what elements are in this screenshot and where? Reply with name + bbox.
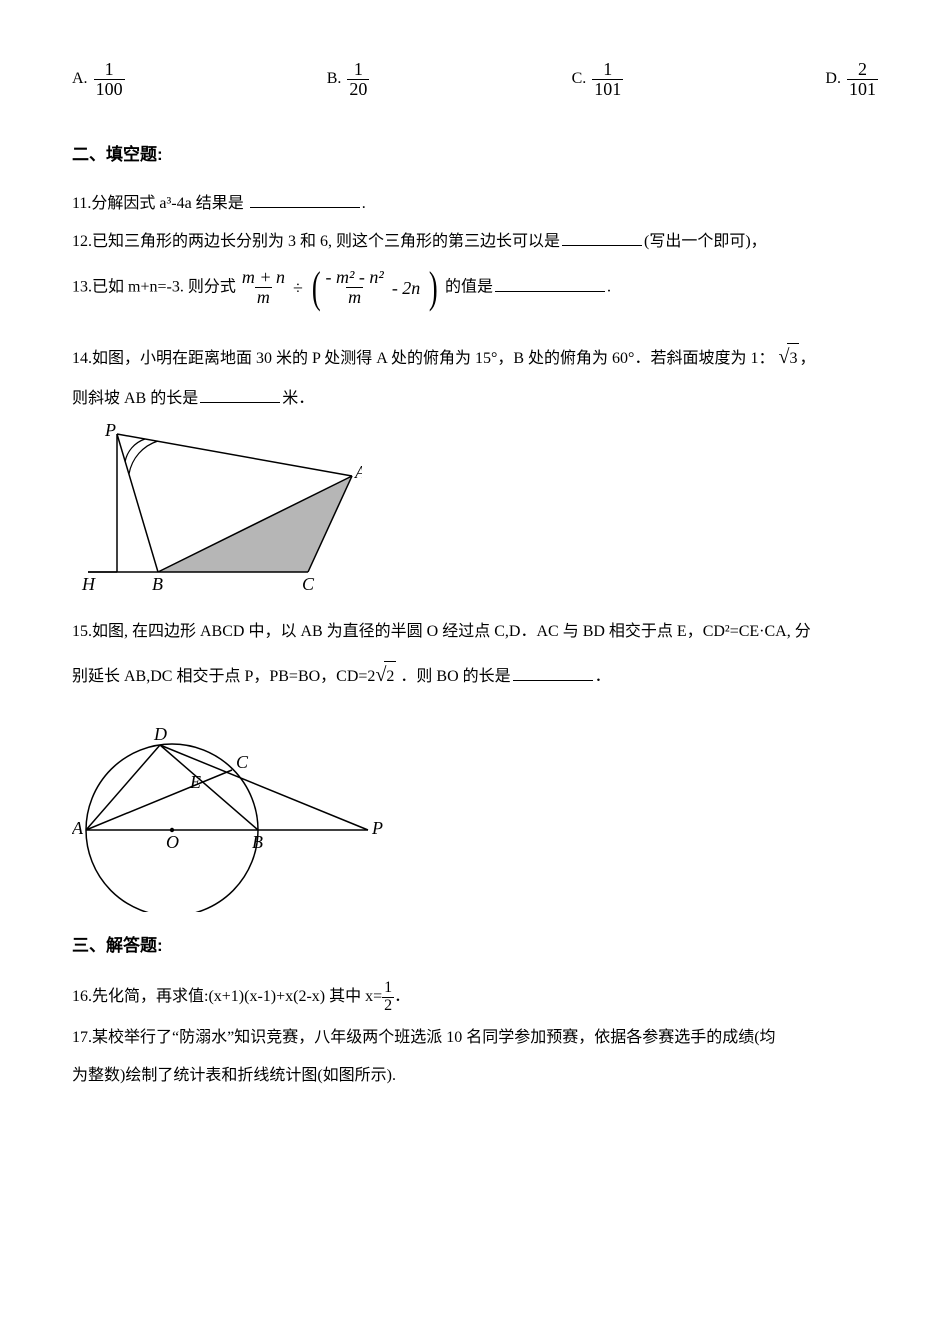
svg-text:A: A: [72, 818, 84, 838]
q15-svg: A B O C D E P: [72, 702, 392, 912]
q16-text-before: 先化简，再求值:(x+1)(x-1)+x(2-x) 其中 x=: [92, 988, 382, 1005]
q14-text-line1a: 如图，小明在距离地面 30 米的 P 处测得 A 处的俯角为 15°，B 处的俯…: [92, 350, 774, 367]
q12-text-after: (写出一个即可)，: [644, 233, 767, 250]
svg-text:P: P: [104, 422, 116, 440]
q13-text-before: 已如 m+n=-3. 则分式: [92, 279, 236, 296]
q14-blank: [200, 386, 280, 403]
q13-lparen: (: [312, 266, 321, 310]
svg-text:B: B: [152, 574, 163, 594]
q17-line1: 17.某校举行了“防溺水”知识竞赛，八年级两个班选派 10 名同学参加预赛，依据…: [72, 1023, 878, 1053]
q15-text-line2b: ．则 BO 的长是: [396, 668, 510, 685]
q15-period: ．: [595, 668, 611, 685]
mc-label-a: A.: [72, 64, 88, 94]
mc-option-b: B. 1 20: [327, 60, 370, 99]
section-3-heading: 三、解答题:: [72, 930, 878, 962]
q14-sqrt: √3: [778, 338, 799, 376]
q17-text-line2: 为整数)绘制了统计表和折线统计图(如图所示).: [72, 1067, 396, 1084]
q14-text-line2b: 米．: [282, 390, 314, 407]
q13: 13.已如 m+n=-3. 则分式 m + n m ÷ ( - m² - n² …: [72, 266, 878, 310]
q13-frac1: m + n m: [240, 268, 287, 307]
mc-frac-a: 1 100: [94, 60, 125, 99]
svg-text:C: C: [236, 752, 249, 772]
svg-text:A: A: [354, 462, 362, 482]
q17-line2: 为整数)绘制了统计表和折线统计图(如图所示).: [72, 1061, 878, 1091]
q17-text-line1: 某校举行了“防溺水”知识竞赛，八年级两个班选派 10 名同学参加预赛，依据各参赛…: [92, 1029, 776, 1046]
mc-option-a: A. 1 100: [72, 60, 125, 99]
q15-text-line1: 如图, 在四边形 ABCD 中，以 AB 为直径的半圆 O 经过点 C,D．AC…: [92, 623, 811, 640]
q13-expression: m + n m ÷ ( - m² - n² m - 2n ): [240, 266, 441, 310]
q13-rparen: ): [429, 266, 438, 310]
q11-text-before: 分解因式 a³-4a 结果是: [91, 195, 247, 212]
mc-option-c: C. 1 101: [572, 60, 624, 99]
q15-text-line2a: 别延长 AB,DC 相交于点 P，PB=BO，CD=2: [72, 668, 375, 685]
q15-sqrt: √2: [375, 656, 396, 694]
q13-number: 13.: [72, 279, 92, 296]
q14-text-line1b: ，: [799, 350, 815, 367]
q15-number: 15.: [72, 623, 92, 640]
q16-frac: 1 2: [382, 980, 394, 1015]
q15-figure: A B O C D E P: [72, 702, 878, 912]
q14-svg: P H B C A: [72, 422, 362, 597]
q13-period: .: [607, 279, 611, 296]
q12-blank: [562, 229, 642, 246]
mc-label-b: B.: [327, 64, 342, 94]
q13-text-after: 的值是: [445, 279, 493, 296]
q13-frac2: - m² - n² m: [324, 268, 386, 307]
mc-frac-d: 2 101: [847, 60, 878, 99]
q13-div: ÷: [293, 271, 303, 305]
mc-label-d: D.: [825, 64, 841, 94]
q15-line1: 15.如图, 在四边形 ABCD 中，以 AB 为直径的半圆 O 经过点 C,D…: [72, 617, 878, 647]
q11-text-after: .: [362, 195, 366, 212]
q12-number: 12.: [72, 233, 92, 250]
q16-period: ．: [394, 988, 410, 1005]
section-2-heading: 二、填空题:: [72, 139, 878, 171]
q14-figure: P H B C A: [72, 422, 878, 597]
svg-text:H: H: [81, 574, 96, 594]
q12: 12.已知三角形的两边长分别为 3 和 6, 则这个三角形的第三边长可以是 (写出…: [72, 227, 878, 257]
q17-number: 17.: [72, 1029, 92, 1046]
q13-minus2n: - 2n: [392, 271, 421, 305]
svg-text:P: P: [371, 818, 383, 838]
q15-blank: [513, 664, 593, 681]
mc-options-row: A. 1 100 B. 1 20 C. 1 101 D. 2 101: [72, 60, 878, 99]
mc-label-c: C.: [572, 64, 587, 94]
q15-line2: 别延长 AB,DC 相交于点 P，PB=BO，CD=2√2 ．则 BO 的长是 ．: [72, 656, 878, 694]
q11-blank: [250, 191, 360, 208]
mc-frac-c: 1 101: [592, 60, 623, 99]
mc-frac-b: 1 20: [347, 60, 369, 99]
q16: 16.先化简，再求值:(x+1)(x-1)+x(2-x) 其中 x= 1 2 ．: [72, 980, 878, 1015]
mc-option-d: D. 2 101: [825, 60, 878, 99]
q11-number: 11.: [72, 195, 91, 212]
svg-text:D: D: [153, 724, 167, 744]
svg-text:B: B: [252, 832, 263, 852]
q14-text-line2a: 则斜坡 AB 的长是: [72, 390, 198, 407]
svg-text:C: C: [302, 574, 315, 594]
q14-number: 14.: [72, 350, 92, 367]
q14-line2: 则斜坡 AB 的长是 米．: [72, 384, 878, 414]
q16-number: 16.: [72, 988, 92, 1005]
q13-blank: [495, 275, 605, 292]
q11: 11.分解因式 a³-4a 结果是 .: [72, 189, 878, 219]
q14-line1: 14.如图，小明在距离地面 30 米的 P 处测得 A 处的俯角为 15°，B …: [72, 338, 878, 376]
svg-text:O: O: [166, 832, 179, 852]
svg-text:E: E: [189, 772, 201, 792]
q12-text-before: 已知三角形的两边长分别为 3 和 6, 则这个三角形的第三边长可以是: [92, 233, 560, 250]
